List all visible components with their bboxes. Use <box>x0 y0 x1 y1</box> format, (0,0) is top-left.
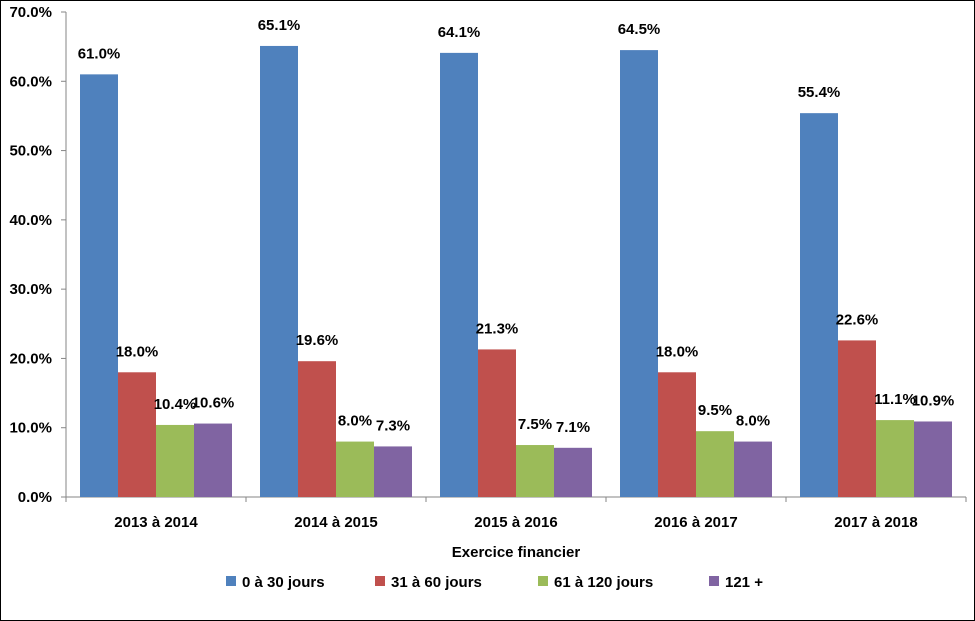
y-tick-label: 40.0% <box>9 212 52 229</box>
x-axis-title: Exercice financier <box>452 544 581 561</box>
data-label: 18.0% <box>116 343 159 360</box>
legend-label: 121 + <box>725 574 763 591</box>
data-label: 64.5% <box>618 21 661 38</box>
bar <box>440 52 478 497</box>
bar <box>876 420 914 497</box>
data-label: 8.0% <box>338 413 372 430</box>
data-label: 7.3% <box>376 417 410 434</box>
bar <box>914 421 952 497</box>
x-tick-label: 2013 à 2014 <box>114 514 198 531</box>
data-label: 65.1% <box>258 17 301 34</box>
data-label: 21.3% <box>476 320 519 337</box>
data-label: 10.6% <box>192 395 235 412</box>
data-label: 11.1% <box>874 391 916 408</box>
legend-swatch <box>226 576 236 586</box>
x-tick-label: 2016 à 2017 <box>654 514 737 531</box>
data-label: 64.1% <box>438 24 481 41</box>
bar <box>478 349 516 497</box>
data-label: 55.4% <box>798 84 841 101</box>
bar <box>554 447 592 497</box>
data-label: 9.5% <box>698 402 732 419</box>
x-tick-label: 2015 à 2016 <box>474 514 557 531</box>
legend-label: 0 à 30 jours <box>242 574 325 591</box>
x-tick-label: 2017 à 2018 <box>834 514 917 531</box>
y-tick-label: 20.0% <box>9 350 52 367</box>
bar <box>620 50 658 497</box>
y-tick-label: 30.0% <box>9 281 52 298</box>
x-tick-label: 2014 à 2015 <box>294 514 377 531</box>
y-tick-label: 10.0% <box>9 420 52 437</box>
legend: 0 à 30 jours 31 à 60 jours 61 à 120 jours 1… <box>226 574 763 591</box>
data-label: 19.6% <box>296 332 339 349</box>
data-label: 8.0% <box>736 413 770 430</box>
data-label: 10.9% <box>912 392 955 409</box>
legend-label: 61 à 120 jours <box>554 574 653 591</box>
data-label: 22.6% <box>836 311 879 328</box>
bar <box>516 445 554 497</box>
x-tick-labels: 2013 à 2014 2014 à 2015 2015 à 2016 2016 à … <box>114 514 917 531</box>
legend-swatch <box>375 576 385 586</box>
bar <box>374 446 412 497</box>
bar <box>734 441 772 497</box>
y-tick-label: 60.0% <box>9 73 52 90</box>
bar <box>80 74 118 497</box>
legend-swatch <box>709 576 719 586</box>
bar <box>194 423 232 497</box>
data-label: 7.5% <box>518 416 552 433</box>
y-tick-label: 70.0% <box>9 4 52 21</box>
bar <box>156 424 194 497</box>
data-label: 7.1% <box>556 419 590 436</box>
bar <box>696 431 734 497</box>
y-tick-labels: 0.0% 10.0% 20.0% 30.0% 40.0% 50.0% 60.0% 70.0% <box>9 4 52 506</box>
bar <box>298 361 336 497</box>
data-label: 18.0% <box>656 343 699 360</box>
bar <box>260 45 298 497</box>
bar <box>838 340 876 497</box>
bars <box>80 45 952 498</box>
legend-swatch <box>538 576 548 586</box>
bar <box>118 372 156 497</box>
bar <box>336 441 374 497</box>
legend-label: 31 à 60 jours <box>391 574 482 591</box>
y-tick-label: 0.0% <box>18 489 52 506</box>
data-labels: 61.0%18.0%10.4%10.6%65.1%19.6%8.0% 7.3%64… <box>78 17 955 436</box>
bar <box>658 372 696 497</box>
data-label: 10.4% <box>154 396 197 413</box>
bar <box>800 113 838 498</box>
y-tick-label: 50.0% <box>9 143 52 160</box>
data-label: 61.0% <box>78 45 121 62</box>
